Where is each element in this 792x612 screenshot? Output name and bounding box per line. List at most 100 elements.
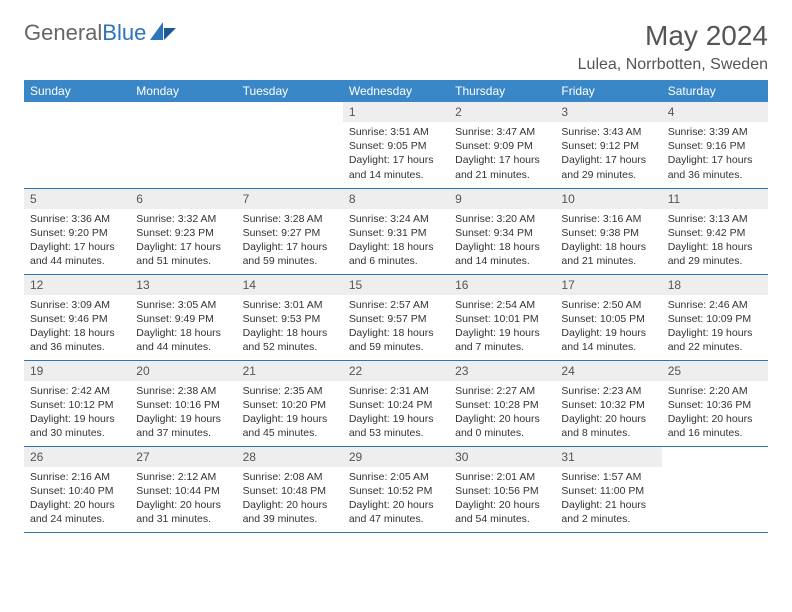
daylight-text: Daylight: 18 hours and 44 minutes.: [136, 326, 230, 354]
day-content: Sunrise: 2:42 AMSunset: 10:12 PMDaylight…: [24, 381, 130, 445]
daylight-text: Daylight: 19 hours and 7 minutes.: [455, 326, 549, 354]
sunrise-text: Sunrise: 3:32 AM: [136, 212, 230, 226]
sunset-text: Sunset: 9:46 PM: [30, 312, 124, 326]
calendar-week-row: 26 Sunrise: 2:16 AMSunset: 10:40 PM Daylig…: [24, 446, 768, 532]
sunrise-text: Sunrise: 2:42 AM: [30, 384, 124, 398]
calendar-empty-cell: [662, 446, 768, 532]
sunset-text: Sunset: 10:01 PM: [455, 312, 549, 326]
calendar-day-cell: 24Sunrise: 2:23 AMSunset: 10:32 PMDaylig…: [555, 360, 661, 446]
day-content: Sunrise: 2:57 AMSunset: 9:57 PMDaylight:…: [343, 295, 449, 359]
day-content: Sunrise: 3:05 AMSunset: 9:49 PMDaylight:…: [130, 295, 236, 359]
weekday-header: Sunday: [24, 80, 130, 102]
page-header: GeneralBlue May 2024 Lulea, Norrbotten, …: [24, 20, 768, 74]
daylight-text: Daylight: 19 hours and 22 minutes.: [668, 326, 762, 354]
sunset-text: Sunset: 10:24 PM: [349, 398, 443, 412]
brand-name-blue: Blue: [102, 20, 146, 45]
weekday-header: Tuesday: [237, 80, 343, 102]
sunrise-text: Sunrise: 2:12 AM: [136, 470, 230, 484]
day-content: Sunrise: 3:47 AMSunset: 9:09 PMDaylight:…: [449, 122, 555, 186]
day-number: 26: [24, 447, 130, 467]
day-number: 13: [130, 275, 236, 295]
day-number: 12: [24, 275, 130, 295]
calendar-day-cell: 28Sunrise: 2:08 AMSunset: 10:48 PMDaylig…: [237, 446, 343, 532]
day-content: Sunrise: 3:13 AMSunset: 9:42 PMDaylight:…: [662, 209, 768, 273]
day-number: 4: [662, 102, 768, 122]
sunrise-text: Sunrise: 2:16 AM: [30, 470, 124, 484]
sunset-text: Sunset: 10:32 PM: [561, 398, 655, 412]
sunrise-text: Sunrise: 3:01 AM: [243, 298, 337, 312]
sunrise-text: Sunrise: 3:16 AM: [561, 212, 655, 226]
calendar-day-cell: 30Sunrise: 2:01 AMSunset: 10:56 PMDaylig…: [449, 446, 555, 532]
day-content: Sunrise: 3:43 AMSunset: 9:12 PMDaylight:…: [555, 122, 661, 186]
daylight-text: Daylight: 18 hours and 36 minutes.: [30, 326, 124, 354]
daylight-text: Daylight: 20 hours and 39 minutes.: [243, 498, 337, 526]
day-content: Sunrise: 3:01 AMSunset: 9:53 PMDaylight:…: [237, 295, 343, 359]
sunset-text: Sunset: 10:52 PM: [349, 484, 443, 498]
sunrise-text: Sunrise: 3:51 AM: [349, 125, 443, 139]
calendar-week-row: 1Sunrise: 3:51 AMSunset: 9:05 PMDaylight…: [24, 102, 768, 188]
day-number: 29: [343, 447, 449, 467]
sunset-text: Sunset: 10:56 PM: [455, 484, 549, 498]
day-content: Sunrise: 2:08 AMSunset: 10:48 PMDaylight…: [237, 467, 343, 531]
day-content: Sunrise: 3:20 AMSunset: 9:34 PMDaylight:…: [449, 209, 555, 273]
day-number: 17: [555, 275, 661, 295]
sunset-text: Sunset: 10:12 PM: [30, 398, 124, 412]
weekday-header: Monday: [130, 80, 236, 102]
sunset-text: Sunset: 10:20 PM: [243, 398, 337, 412]
sunrise-text: Sunrise: 2:50 AM: [561, 298, 655, 312]
calendar-day-cell: 12Sunrise: 3:09 AMSunset: 9:46 PMDayligh…: [24, 274, 130, 360]
day-content: Sunrise: 2:27 AMSunset: 10:28 PMDaylight…: [449, 381, 555, 445]
weekday-header: Wednesday: [343, 80, 449, 102]
calendar-empty-cell: [130, 102, 236, 188]
calendar-day-cell: 5Sunrise: 3:36 AMSunset: 9:20 PMDaylight…: [24, 188, 130, 274]
day-content: Sunrise: 2:12 AMSunset: 10:44 PMDaylight…: [130, 467, 236, 531]
day-content: Sunrise: 3:32 AMSunset: 9:23 PMDaylight:…: [130, 209, 236, 273]
day-content: Sunrise: 2:23 AMSunset: 10:32 PMDaylight…: [555, 381, 661, 445]
sunset-text: Sunset: 9:27 PM: [243, 226, 337, 240]
sunset-text: Sunset: 10:36 PM: [668, 398, 762, 412]
daylight-text: Daylight: 18 hours and 14 minutes.: [455, 240, 549, 268]
sunset-text: Sunset: 10:40 PM: [30, 484, 124, 498]
day-number: 23: [449, 361, 555, 381]
sunrise-text: Sunrise: 3:47 AM: [455, 125, 549, 139]
day-content: Sunrise: 1:57 AMSunset: 11:00 PMDaylight…: [555, 467, 661, 531]
daylight-text: Daylight: 17 hours and 29 minutes.: [561, 153, 655, 181]
daylight-text: Daylight: 20 hours and 8 minutes.: [561, 412, 655, 440]
calendar-day-cell: 6Sunrise: 3:32 AMSunset: 9:23 PMDaylight…: [130, 188, 236, 274]
day-number: 7: [237, 189, 343, 209]
calendar-header-row: SundayMondayTuesdayWednesdayThursdayFrid…: [24, 80, 768, 102]
sunrise-text: Sunrise: 3:39 AM: [668, 125, 762, 139]
sunset-text: Sunset: 9:38 PM: [561, 226, 655, 240]
day-number: 20: [130, 361, 236, 381]
day-number: 5: [24, 189, 130, 209]
daylight-text: Daylight: 18 hours and 29 minutes.: [668, 240, 762, 268]
daylight-text: Daylight: 17 hours and 51 minutes.: [136, 240, 230, 268]
sunrise-text: Sunrise: 2:35 AM: [243, 384, 337, 398]
day-number: 30: [449, 447, 555, 467]
brand-name-gray: General: [24, 20, 102, 45]
day-number: 14: [237, 275, 343, 295]
daylight-text: Daylight: 20 hours and 54 minutes.: [455, 498, 549, 526]
sunset-text: Sunset: 9:05 PM: [349, 139, 443, 153]
daylight-text: Daylight: 19 hours and 53 minutes.: [349, 412, 443, 440]
sunrise-text: Sunrise: 2:31 AM: [349, 384, 443, 398]
calendar-day-cell: 8Sunrise: 3:24 AMSunset: 9:31 PMDaylight…: [343, 188, 449, 274]
daylight-text: Daylight: 19 hours and 37 minutes.: [136, 412, 230, 440]
sunrise-text: Sunrise: 3:20 AM: [455, 212, 549, 226]
month-year: May 2024: [578, 20, 768, 52]
daylight-text: Daylight: 20 hours and 16 minutes.: [668, 412, 762, 440]
sunset-text: Sunset: 11:00 PM: [561, 484, 655, 498]
sunrise-text: Sunrise: 3:43 AM: [561, 125, 655, 139]
daylight-text: Daylight: 17 hours and 44 minutes.: [30, 240, 124, 268]
sunrise-text: Sunrise: 2:05 AM: [349, 470, 443, 484]
sunrise-text: Sunrise: 2:57 AM: [349, 298, 443, 312]
calendar-week-row: 5Sunrise: 3:36 AMSunset: 9:20 PMDaylight…: [24, 188, 768, 274]
daylight-text: Daylight: 20 hours and 0 minutes.: [455, 412, 549, 440]
brand-sail-icon: [150, 22, 176, 45]
daylight-text: Daylight: 18 hours and 52 minutes.: [243, 326, 337, 354]
day-number: 9: [449, 189, 555, 209]
sunset-text: Sunset: 9:31 PM: [349, 226, 443, 240]
weekday-header: Saturday: [662, 80, 768, 102]
sunset-text: Sunset: 10:09 PM: [668, 312, 762, 326]
sunrise-text: Sunrise: 2:23 AM: [561, 384, 655, 398]
